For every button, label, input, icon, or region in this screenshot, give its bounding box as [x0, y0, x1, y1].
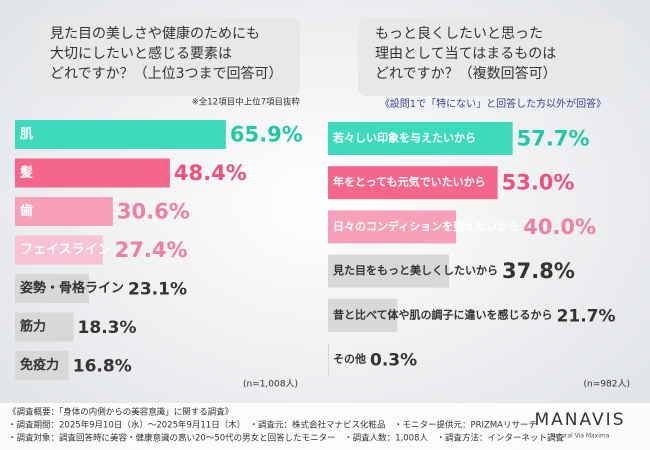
value-label: 21.7% — [557, 306, 616, 326]
value-label: 23.1% — [128, 280, 187, 300]
value-label: 53.0% — [502, 171, 575, 195]
footer-box — [0, 403, 650, 450]
category-label: 見た目をもっと美しくしたいから — [332, 263, 498, 277]
bar — [15, 235, 103, 265]
category-label: 髪 — [19, 165, 33, 181]
bar — [15, 274, 89, 303]
note: ※全12項目中上位7項目抜粋 — [192, 97, 301, 108]
category-label: フェイスライン — [20, 243, 111, 258]
bar — [15, 312, 74, 342]
category-label: 免疫力 — [20, 357, 59, 373]
value-label: 18.3% — [78, 318, 137, 338]
footer-line: ・調査対象：調査回答時に美容・健康意識の高い20〜50代の男女と回答したモニター… — [8, 433, 564, 444]
sample-size: (n=1,008人) — [243, 379, 298, 390]
brand: MANAVIS — [535, 410, 626, 430]
value-label: 65.9% — [230, 123, 303, 147]
category-label: 年をとっても元気でいたいから — [333, 175, 486, 189]
value-label: 48.4% — [174, 161, 247, 185]
value-label: 30.6% — [117, 200, 190, 224]
bar — [328, 298, 398, 332]
category-label: 歯 — [20, 203, 33, 219]
bar — [328, 122, 513, 155]
category-label: 昔と比べて体や肌の調子に違いを感じるから — [333, 307, 553, 321]
bar — [15, 197, 113, 226]
question-title: どれですか？（上位3つまで回答可） — [50, 65, 283, 82]
category-label: 姿勢・骨格ライン — [20, 280, 124, 296]
category-label: その他 — [333, 352, 366, 366]
bar — [15, 158, 170, 188]
tagline: Natural Via Maxima — [551, 433, 610, 440]
category-label: 若々しい印象を与えたいから — [333, 131, 476, 145]
value-label: 0.3% — [370, 351, 417, 371]
question-title: もっと良くしたいと思った — [375, 26, 543, 42]
bar — [328, 254, 449, 288]
bar — [15, 351, 69, 380]
question-title: 理由として当てはまるものは — [375, 46, 556, 62]
question-title: 見た目の美しさや健康のためにも — [50, 25, 260, 42]
sample-size: (n=982人) — [584, 379, 630, 390]
value-label: 16.8% — [73, 357, 132, 377]
note: 《設問1で「特にない」と回答した方以外が回答》 — [380, 97, 606, 110]
bar — [328, 343, 329, 376]
category-label: 筋力 — [19, 319, 46, 335]
value-label: 27.4% — [115, 238, 188, 262]
category-label: 日々のコンディションを整えたいから — [333, 219, 519, 233]
question-title: 大切にしたいと感じる要素は — [50, 45, 232, 62]
value-label: 40.0% — [523, 215, 596, 239]
bar — [15, 120, 226, 149]
footer-line: 《調査概要：「身体の内側からの美容意識」に関する調査》 — [8, 407, 233, 418]
category-label: 肌 — [20, 127, 33, 142]
question-box — [35, 18, 300, 96]
question-box — [358, 18, 623, 96]
footer-line: ・調査期間：2025年9月10日（水）〜2025年9月11日（木） ・調査元：株… — [8, 420, 537, 431]
value-label: 57.7% — [517, 127, 590, 151]
value-label: 37.8% — [502, 259, 575, 283]
question-title: どれですか？（複数回答可） — [375, 65, 557, 82]
bar — [328, 166, 498, 200]
bar — [328, 210, 456, 244]
